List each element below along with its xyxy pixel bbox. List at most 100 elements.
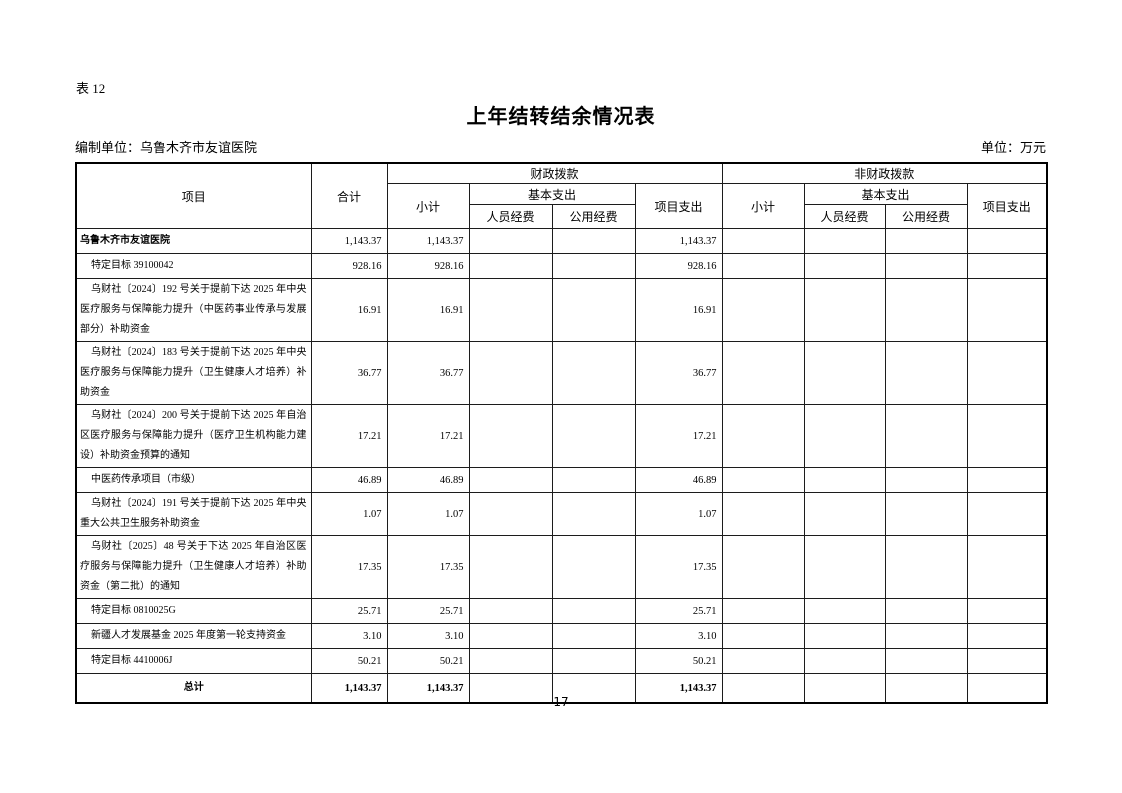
row-value-cell [721,404,805,468]
row-value-cell [966,253,1048,279]
row-item-label: 乌鲁木齐市友谊医院 [75,228,312,254]
row-value-cell [721,623,805,649]
row-value-cell: 17.35 [634,535,723,599]
row-value-cell [884,535,968,599]
row-value-cell [551,673,636,704]
row-value-cell [468,253,553,279]
row-value-cell: 1,143.37 [386,228,470,254]
row-item-label: 特定目标 39100042 [75,253,312,279]
row-value-cell [551,623,636,649]
row-value-cell: 1,143.37 [634,673,723,704]
row-value-cell: 1.07 [634,492,723,536]
row-value-cell [966,648,1048,674]
row-value-cell [803,404,886,468]
row-value-cell [468,623,553,649]
row-value-cell: 36.77 [386,341,470,405]
row-value-cell: 25.71 [634,598,723,624]
table-row: 中医药传承项目（市级） 46.89 46.89 46.89 [75,467,1048,493]
row-value-cell [966,228,1048,254]
row-value-cell [551,341,636,405]
header-fiscal-appropriation: 财政拨款 [386,162,723,184]
table-row: 特定目标 4410006J 50.21 50.21 50.21 [75,648,1048,674]
meta-row: 编制单位：乌鲁木齐市友谊医院 单位：万元 [75,137,1046,156]
header-nonfiscal-public-funds: 公用经费 [884,204,968,229]
row-value-cell [966,673,1048,704]
row-value-cell: 50.21 [310,648,388,674]
row-value-cell [721,598,805,624]
row-value-cell [551,278,636,342]
row-item-label: 乌财社〔2024〕192 号关于提前下达 2025 年中央医疗服务与保障能力提升… [75,278,312,342]
row-value-cell: 17.21 [634,404,723,468]
header-nonfiscal-basic-expenditure: 基本支出 [803,183,968,205]
row-item-label: 乌财社〔2024〕183 号关于提前下达 2025 年中央医疗服务与保障能力提升… [75,341,312,405]
row-item-label: 新疆人才发展基金 2025 年度第一轮支持资金 [75,623,312,649]
row-value-cell [884,404,968,468]
header-fiscal-personnel-funds: 人员经费 [468,204,553,229]
row-value-cell [721,492,805,536]
row-value-cell: 36.77 [634,341,723,405]
table-row: 乌财社〔2024〕192 号关于提前下达 2025 年中央医疗服务与保障能力提升… [75,278,1048,342]
row-value-cell [721,341,805,405]
row-value-cell: 1,143.37 [386,673,470,704]
row-value-cell [551,253,636,279]
row-value-cell [803,673,886,704]
table-row: 特定目标 0810025G 25.71 25.71 25.71 [75,598,1048,624]
header-fiscal-subtotal: 小计 [386,183,470,229]
row-value-cell [803,341,886,405]
row-value-cell [884,467,968,493]
row-item-label: 中医药传承项目（市级） [75,467,312,493]
table-row: 总计 1,143.37 1,143.37 1,143.37 [75,673,1048,704]
row-value-cell [803,492,886,536]
row-value-cell [551,467,636,493]
row-value-cell: 46.89 [386,467,470,493]
row-value-cell [468,228,553,254]
header-nonfiscal-project-expenditure: 项目支出 [966,183,1048,229]
row-value-cell [803,535,886,599]
row-value-cell [884,341,968,405]
header-nonfiscal-subtotal: 小计 [721,183,805,229]
header-item: 项目 [75,162,312,229]
header-fiscal-project-expenditure: 项目支出 [634,183,723,229]
row-value-cell [721,278,805,342]
row-value-cell [803,228,886,254]
row-value-cell: 16.91 [386,278,470,342]
row-value-cell: 3.10 [386,623,470,649]
row-value-cell: 1,143.37 [634,228,723,254]
row-value-cell: 1.07 [310,492,388,536]
row-value-cell [884,228,968,254]
row-value-cell: 928.16 [386,253,470,279]
row-value-cell [966,623,1048,649]
header-total: 合计 [310,162,388,229]
row-value-cell: 50.21 [386,648,470,674]
row-value-cell: 25.71 [310,598,388,624]
row-value-cell: 3.10 [310,623,388,649]
row-value-cell [803,623,886,649]
table-row: 乌财社〔2025〕48 号关于下达 2025 年自治区医疗服务与保障能力提升（卫… [75,535,1048,599]
header-fiscal-basic-expenditure: 基本支出 [468,183,636,205]
row-value-cell: 928.16 [634,253,723,279]
row-item-label: 特定目标 0810025G [75,598,312,624]
page-number: 17 [553,695,569,709]
row-value-cell: 25.71 [386,598,470,624]
row-value-cell [721,673,805,704]
row-value-cell [803,467,886,493]
row-value-cell [966,598,1048,624]
row-value-cell: 16.91 [634,278,723,342]
row-item-label: 乌财社〔2024〕200 号关于提前下达 2025 年自治区医疗服务与保障能力提… [75,404,312,468]
row-value-cell [803,253,886,279]
row-item-label: 特定目标 4410006J [75,648,312,674]
table-number-label: 表 12 [76,81,106,96]
row-value-cell [966,492,1048,536]
row-value-cell [468,535,553,599]
row-item-label: 总计 [75,673,312,704]
prepared-by-label: 编制单位：乌鲁木齐市友谊医院 [75,140,258,155]
row-value-cell: 1.07 [386,492,470,536]
row-value-cell [468,492,553,536]
row-value-cell [803,278,886,342]
row-value-cell [721,253,805,279]
table-row: 乌财社〔2024〕191 号关于提前下达 2025 年中央重大公共卫生服务补助资… [75,492,1048,536]
row-value-cell: 36.77 [310,341,388,405]
row-value-cell [551,404,636,468]
row-value-cell [803,598,886,624]
row-value-cell [721,535,805,599]
